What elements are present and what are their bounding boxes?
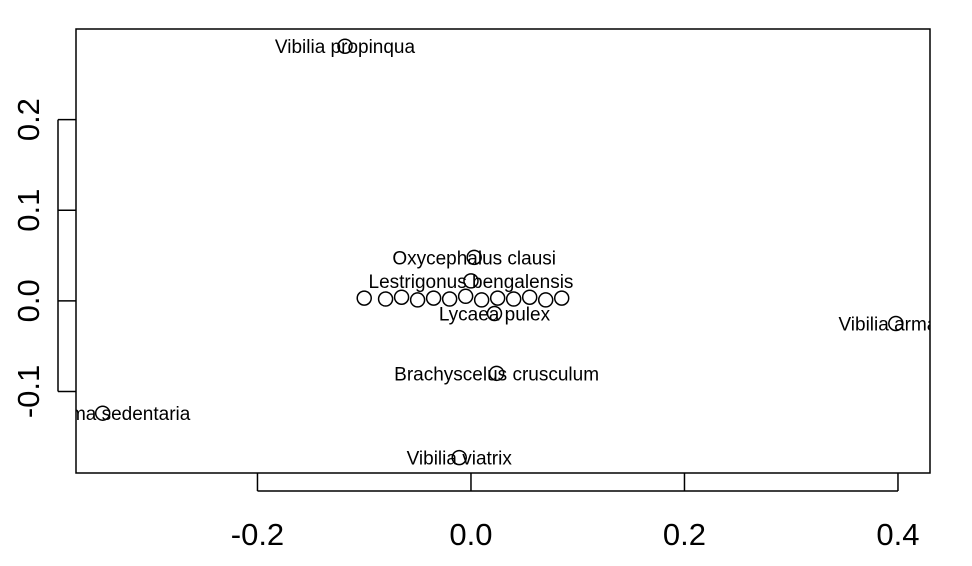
point-labels: Vibilia propinqua Oxycephalus clausi Lestr… <box>15 37 953 470</box>
data-point <box>553 290 570 306</box>
data-point <box>393 289 410 305</box>
data-point <box>457 288 474 305</box>
point-label: Oxycephalus clausi <box>392 248 556 269</box>
x-tick-label: 0.4 <box>876 517 919 552</box>
plot-frame <box>75 28 931 474</box>
data-point <box>488 365 505 382</box>
y-tick-label: 0.1 <box>11 189 46 232</box>
data-point <box>505 291 522 307</box>
data-point <box>94 405 111 421</box>
data-point <box>521 289 538 305</box>
point-label: Vibilia armata <box>838 314 953 335</box>
data-point <box>425 290 442 306</box>
data-point <box>473 292 490 308</box>
data-point <box>377 291 394 307</box>
y-tick-label: -0.1 <box>11 365 46 418</box>
data-point <box>486 305 503 322</box>
data-point <box>409 292 426 308</box>
data-point <box>356 290 372 306</box>
data-point <box>466 249 482 266</box>
x-tick-label: -0.2 <box>231 517 284 552</box>
data-points <box>94 38 904 466</box>
point-label: Lestrigonus bengalensis <box>369 272 574 293</box>
y-tick-label: 0.2 <box>11 98 46 141</box>
point-label: Lycaea pulex <box>439 305 551 326</box>
point-label: Vibilia propinqua <box>275 37 416 58</box>
point-label: Brachyscelus crusculum <box>394 364 599 385</box>
point-label: Phronima sedentaria <box>15 404 191 425</box>
x-tick-label: 0.0 <box>449 517 492 552</box>
data-point <box>337 38 353 54</box>
data-point <box>451 449 467 466</box>
x-tick-label: 0.2 <box>663 517 706 552</box>
data-point <box>537 292 554 308</box>
data-point <box>441 291 458 307</box>
y-tick-label: 0.0 <box>11 279 46 322</box>
data-point <box>888 315 904 332</box>
data-point <box>489 290 506 306</box>
x-axis: -0.2 0.0 0.2 0.4 <box>231 473 920 552</box>
point-label: Vibilia viatrix <box>407 449 513 470</box>
y-axis: -0.1 0.0 0.1 0.2 <box>11 98 76 418</box>
data-point <box>463 273 479 289</box>
